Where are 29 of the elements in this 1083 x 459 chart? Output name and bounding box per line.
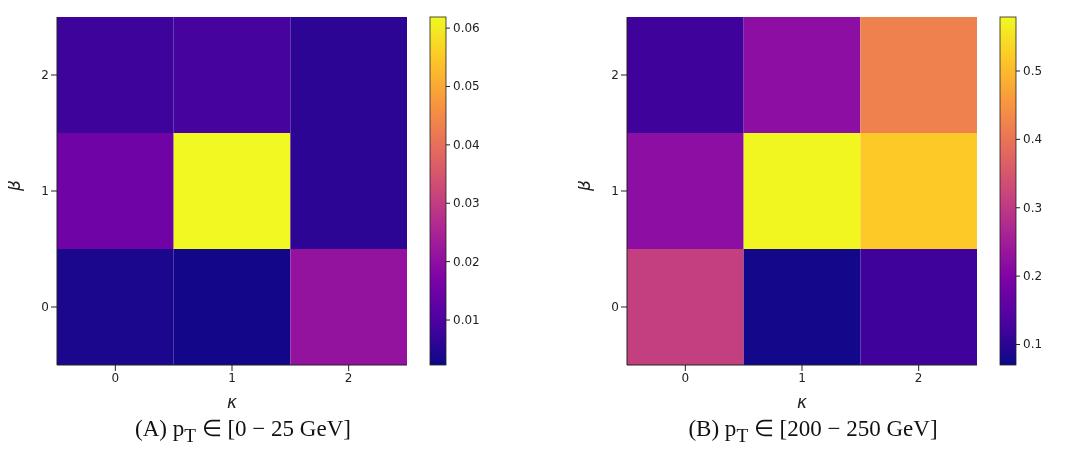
y-axis-title: β (574, 180, 595, 192)
color-bar-label: 0.02 (453, 254, 480, 269)
y-tick-label: 0 (41, 300, 49, 315)
text: (A) p$_{T}$ ∈ [0 − 25 GeV] (135, 416, 351, 446)
x-tick-label: 0 (111, 370, 120, 385)
color-bar-label: 0.4 (1023, 132, 1043, 147)
color-bar-label: 0.3 (1023, 200, 1043, 215)
x-tick-label: 1 (798, 370, 806, 385)
x-axis-title: κ (226, 392, 238, 412)
y-axis-title: β (4, 180, 25, 192)
color-bar-label: 0.2 (1023, 269, 1043, 284)
x-axis-title: κ (796, 392, 808, 412)
color-bar-label: 0.05 (453, 79, 480, 94)
x-tick-label: 2 (914, 370, 923, 385)
x-tick-label: 1 (228, 370, 236, 385)
y-tick-label: 1 (41, 184, 49, 199)
color-bar-label: 0.5 (1023, 64, 1043, 79)
x-tick-label: 2 (344, 370, 353, 385)
x-tick-label: 0 (681, 370, 690, 385)
color-bar-label: 0.06 (453, 21, 480, 36)
y-tick-label: 0 (611, 300, 619, 315)
y-tick-label: 2 (41, 68, 49, 83)
y-tick-label: 2 (611, 68, 619, 83)
color-bar-label: 0.01 (453, 313, 480, 328)
text: (B) p$_{T}$ ∈ [200 − 250 GeV] (688, 416, 938, 446)
color-bar-label: 0.1 (1023, 337, 1043, 352)
color-bar-label: 0.03 (453, 196, 480, 211)
y-tick-label: 1 (611, 184, 619, 199)
color-bar-label: 0.04 (453, 137, 480, 152)
